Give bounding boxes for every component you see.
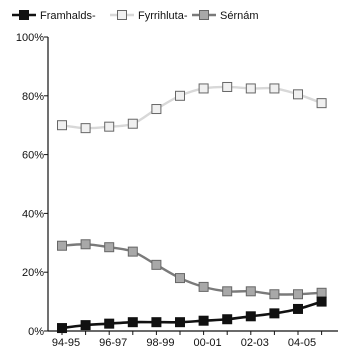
- data-point: [198, 83, 209, 94]
- data-point: [293, 89, 303, 100]
- legend-label: Fyrrihluta-: [138, 10, 188, 22]
- data-point: [316, 296, 327, 307]
- legend-swatch-marker: [199, 10, 209, 20]
- data-point: [245, 83, 256, 94]
- x-tick-label: 02-03: [241, 337, 269, 349]
- y-tick-label: 80%: [22, 91, 44, 103]
- x-tick-label: 96-97: [99, 337, 127, 349]
- data-point: [57, 323, 67, 334]
- data-point: [245, 286, 256, 297]
- data-point: [222, 81, 233, 92]
- data-point: [293, 303, 303, 314]
- x-tick-label: 04-05: [288, 337, 316, 349]
- x-tick-label: 94-95: [52, 337, 80, 349]
- data-point: [127, 246, 138, 257]
- legend-label: Sérnám: [220, 10, 259, 22]
- data-point: [57, 120, 67, 131]
- series-1: [57, 296, 327, 334]
- data-point: [198, 281, 209, 292]
- data-point: [316, 287, 327, 298]
- data-point: [80, 123, 91, 134]
- data-point: [222, 314, 233, 325]
- legend-swatch-marker: [19, 10, 29, 20]
- data-point: [269, 289, 280, 300]
- legend-label: Framhalds-: [40, 10, 96, 22]
- legend: Framhalds- Fyrrihluta- Sérnám: [12, 10, 259, 22]
- legend-item: Fyrrihluta-: [110, 10, 188, 22]
- series-line: [61, 243, 322, 296]
- y-tick-label: 40%: [22, 208, 44, 220]
- series-3: [57, 239, 327, 300]
- x-tick-label: 98-99: [146, 337, 174, 349]
- y-tick-label: 0%: [28, 326, 44, 338]
- data-point: [127, 118, 138, 129]
- y-tick-label: 60%: [22, 150, 44, 162]
- series-line: [61, 300, 322, 330]
- data-point: [222, 286, 233, 297]
- series-line: [61, 85, 323, 130]
- data-point: [104, 121, 115, 132]
- data-point: [245, 311, 256, 322]
- x-tick-label: 00-01: [194, 337, 222, 349]
- series-2: [57, 81, 327, 134]
- data-point: [151, 317, 162, 328]
- legend-swatch-marker: [117, 10, 127, 20]
- data-point: [175, 317, 185, 328]
- x-ticks: 94-95 96-97 98-99 00-01 02-03 04-05: [52, 331, 323, 349]
- data-point: [198, 315, 209, 326]
- legend-item: Sérnám: [192, 10, 259, 22]
- data-point: [80, 239, 91, 250]
- data-point: [104, 242, 115, 253]
- data-point: [151, 259, 162, 270]
- data-point: [175, 90, 185, 101]
- data-point: [127, 317, 138, 328]
- plot-area: [57, 81, 327, 334]
- legend-item: Framhalds-: [12, 10, 96, 22]
- data-point: [293, 289, 303, 300]
- axes: 0% 20% 40% 60% 80% 100% 94-95 96-97 98-99 00-01 0…: [16, 32, 338, 349]
- data-point: [151, 104, 162, 115]
- data-point: [269, 308, 280, 319]
- data-point: [104, 318, 115, 329]
- y-tick-label: 20%: [22, 267, 44, 279]
- data-point: [80, 320, 91, 331]
- y-tick-label: 100%: [16, 32, 44, 44]
- data-point: [57, 240, 67, 251]
- data-point: [269, 83, 280, 94]
- y-ticks: 0% 20% 40% 60% 80% 100%: [16, 32, 48, 338]
- data-point: [175, 273, 185, 284]
- data-point: [316, 98, 327, 109]
